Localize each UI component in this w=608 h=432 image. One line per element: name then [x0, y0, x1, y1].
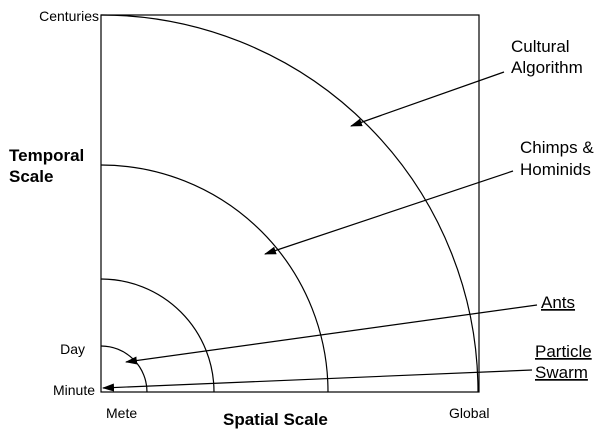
plot-frame	[100, 14, 480, 393]
y-tick-centuries: Centuries	[39, 8, 99, 24]
arrow-cultural-algorithm	[350, 71, 505, 127]
arc-particle-swarm-outer	[100, 345, 148, 393]
x-tick-mete: Mete	[106, 405, 137, 421]
y-tick-minute: Minute	[53, 382, 95, 398]
y-axis-title-line2: Scale	[9, 167, 53, 186]
x-tick-global: Global	[449, 405, 489, 421]
y-tick-day: Day	[60, 341, 85, 357]
y-axis-title-line1: Temporal	[9, 146, 84, 165]
label-particle-line2: Swarm	[535, 363, 588, 382]
label-cultural-line2: Algorithm	[511, 58, 583, 77]
arc-cultural-algorithm	[100, 14, 479, 393]
label-cultural-line1: Cultural	[511, 37, 570, 56]
arc-chimps-hominids	[100, 164, 329, 393]
arrow-ants	[125, 304, 538, 365]
arrow-particle-swarm	[102, 369, 533, 392]
label-chimps-line2: Hominids	[520, 160, 591, 179]
label-chimps-line1: Chimps &	[520, 138, 594, 157]
arrow-chimps-hominids	[264, 170, 514, 255]
label-ants: Ants	[541, 293, 575, 312]
label-particle-line1: Particle	[535, 342, 592, 361]
x-axis-title: Spatial Scale	[223, 410, 328, 429]
arc-ants	[100, 278, 215, 393]
